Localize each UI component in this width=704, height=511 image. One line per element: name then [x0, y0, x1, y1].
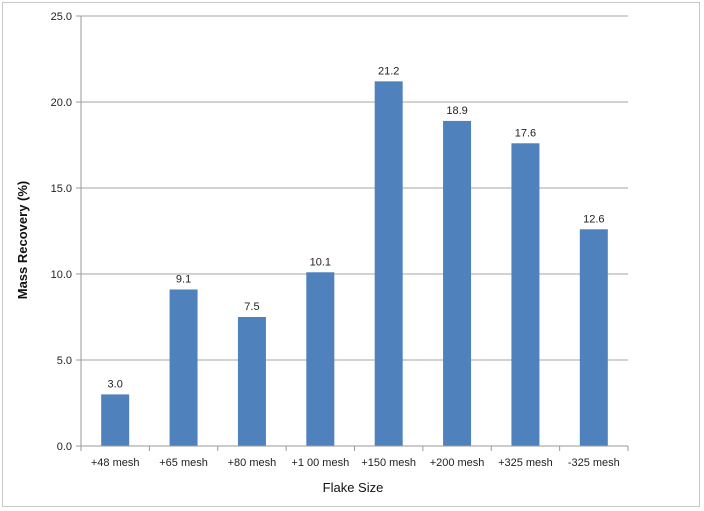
x-axis-title: Flake Size [323, 480, 384, 495]
data-label: 17.6 [515, 127, 536, 139]
x-tick-label: -325 mesh [568, 457, 620, 469]
data-label: 21.2 [378, 65, 399, 77]
y-tick-label: 0.0 [57, 441, 72, 453]
x-tick-label: +65 mesh [159, 457, 208, 469]
bar [306, 272, 335, 446]
bar [443, 120, 472, 447]
x-tick-label: +200 mesh [430, 457, 485, 469]
data-label: 7.5 [244, 301, 259, 313]
data-labels: 3.0 9.1 7.5 10.1 21.2 18.9 17.6 12.6 [108, 65, 605, 390]
x-tick-label: +1 00 mesh [291, 457, 349, 469]
y-tick-label: 10.0 [51, 269, 72, 281]
x-axis-ticks: +48 mesh +65 mesh +80 mesh +1 00 mesh +150 m… [80, 446, 629, 469]
y-tick-label: 5.0 [57, 355, 72, 367]
data-label: 12.6 [583, 213, 604, 225]
data-label: 10.1 [310, 256, 331, 268]
bar [169, 289, 198, 446]
x-tick-label: +325 mesh [498, 457, 553, 469]
bar [511, 143, 540, 446]
bar [237, 317, 266, 446]
data-label: 18.9 [446, 105, 467, 117]
y-tick-label: 25.0 [51, 11, 72, 23]
data-label: 3.0 [108, 378, 123, 390]
y-axis-ticks: 0.0 5.0 10.0 15.0 20.0 25.0 [51, 11, 81, 453]
y-tick-label: 20.0 [51, 97, 72, 109]
bar [374, 81, 403, 447]
y-axis-title: Mass Recovery (%) [15, 181, 30, 300]
bars [101, 81, 608, 447]
x-tick-label: +48 mesh [91, 457, 140, 469]
bar [579, 229, 608, 446]
y-tick-label: 15.0 [51, 183, 72, 195]
x-tick-label: +80 mesh [228, 457, 277, 469]
gridlines [81, 15, 628, 361]
bar [101, 394, 130, 446]
x-tick-label: +150 mesh [361, 457, 416, 469]
data-label: 9.1 [176, 273, 191, 285]
